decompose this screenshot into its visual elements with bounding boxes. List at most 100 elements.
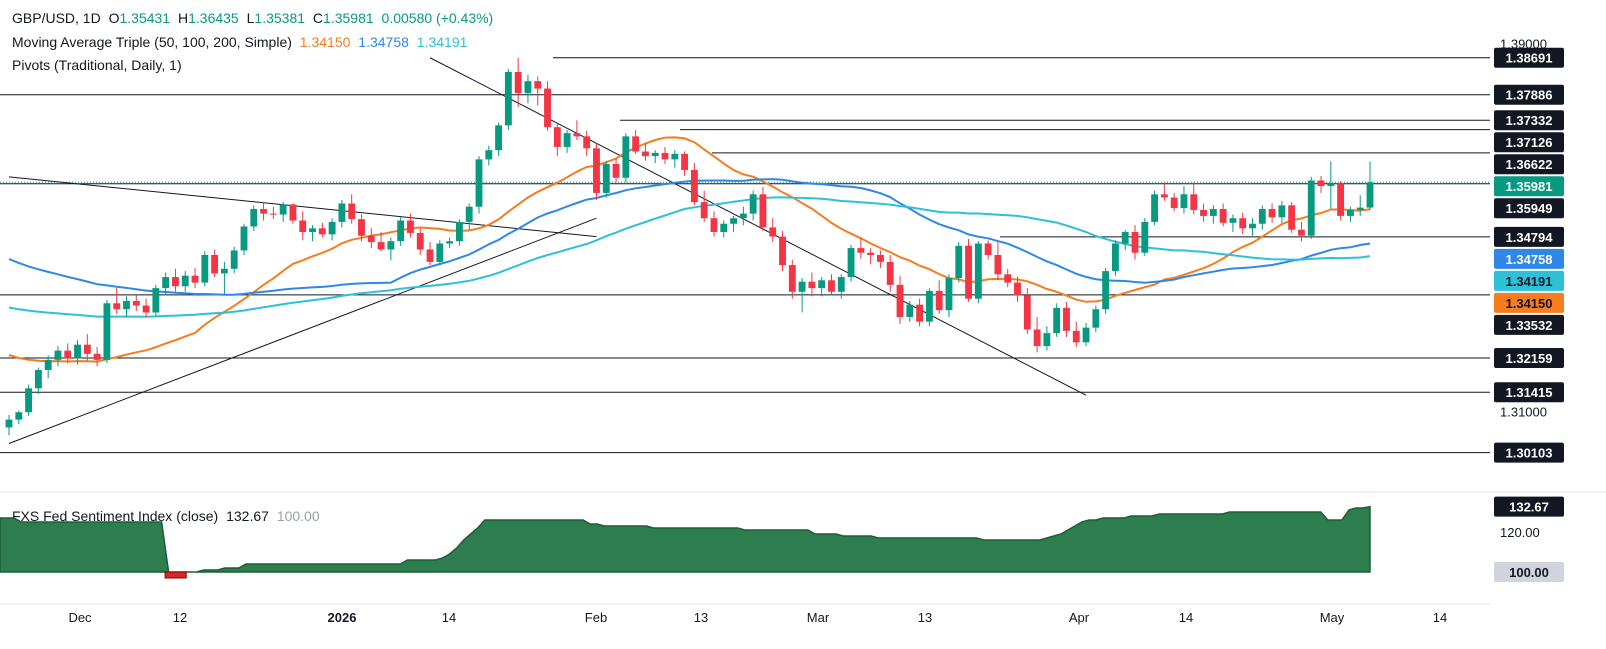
candle-body <box>416 232 424 250</box>
candle-body <box>1092 309 1100 328</box>
candle <box>446 237 454 249</box>
time-axis-tick: Apr <box>1069 610 1090 625</box>
time-axis-tick: Feb <box>585 610 607 625</box>
price-tag-box <box>1494 84 1564 105</box>
candle-body <box>769 227 777 237</box>
candle <box>994 242 1002 281</box>
price-tag: 1.37126 <box>1494 132 1564 153</box>
price-tag-label: 1.33532 <box>1506 318 1553 333</box>
candle <box>1219 203 1227 227</box>
candle-body <box>1200 209 1207 216</box>
candle <box>1200 203 1207 222</box>
candle <box>965 238 972 302</box>
candle-body <box>504 72 512 126</box>
candle-body <box>377 242 385 250</box>
price-tag: 1.33532 <box>1494 314 1564 335</box>
price-tag-box <box>1494 348 1564 369</box>
price-tag-box <box>1494 110 1564 131</box>
candle-body <box>622 136 630 178</box>
candle <box>54 346 62 367</box>
candle <box>828 274 835 296</box>
candle <box>387 237 395 261</box>
candle <box>1180 186 1188 214</box>
trend-line <box>8 176 597 238</box>
time-axis-tick: 14 <box>442 610 456 625</box>
price-tag: 1.37886 <box>1494 84 1564 105</box>
candle-body <box>779 236 786 266</box>
candle <box>779 231 786 272</box>
candle <box>524 74 532 104</box>
candle-body <box>132 300 140 306</box>
candle <box>152 284 160 316</box>
candle-body <box>1278 205 1286 218</box>
candle-body <box>1298 229 1305 236</box>
candle-body <box>181 275 189 287</box>
candle <box>123 296 130 318</box>
candle-body <box>788 265 796 292</box>
open-value: 1.35431 <box>119 10 171 26</box>
price-tag: 1.35949 <box>1494 198 1564 219</box>
open-label: O <box>108 10 120 26</box>
candle <box>211 249 219 278</box>
candle-body <box>739 213 747 219</box>
candle <box>651 150 659 164</box>
candle-body <box>328 221 336 235</box>
candle-body <box>671 153 679 160</box>
price-tag-label: 1.35949 <box>1506 201 1553 216</box>
candle-body <box>700 202 708 219</box>
candle <box>5 415 13 436</box>
high-value: 1.36435 <box>188 10 239 26</box>
candle <box>93 346 101 367</box>
candle <box>1141 218 1149 256</box>
candle <box>1356 195 1364 216</box>
candle-body <box>612 163 620 178</box>
price-tag: 1.38691 <box>1494 47 1564 68</box>
candle <box>710 211 718 237</box>
candle-body <box>338 203 346 222</box>
candle <box>113 288 121 314</box>
candle <box>671 150 679 168</box>
time-axis-tick: 14 <box>1433 610 1447 625</box>
candle-body <box>64 350 72 359</box>
candle-body <box>1366 182 1374 208</box>
time-axis-tick: 14 <box>1179 610 1193 625</box>
candle <box>15 410 23 425</box>
indicator-baseline: 100.00 <box>276 508 320 524</box>
candle-body <box>544 88 551 128</box>
price-tag: 1.34758 <box>1494 248 1564 269</box>
candle <box>808 272 816 297</box>
price-tag-label: 100.00 <box>1509 565 1549 580</box>
candle-body <box>1337 183 1345 216</box>
candle <box>798 277 806 313</box>
price-tag-label: 1.32159 <box>1506 351 1553 366</box>
candle <box>299 211 307 241</box>
time-axis-tick: 12 <box>173 610 187 625</box>
ma100-value: 1.34758 <box>358 34 409 50</box>
candle-body <box>1219 209 1227 223</box>
candle <box>563 129 571 153</box>
ma50-line <box>8 136 1371 363</box>
candle-body <box>896 284 904 318</box>
candle <box>1082 323 1090 347</box>
candle-body <box>74 344 81 359</box>
candle <box>318 222 326 238</box>
candle-body <box>142 305 150 313</box>
price-tag-label: 1.37126 <box>1506 135 1553 150</box>
candle <box>573 120 581 141</box>
candle <box>1004 268 1012 288</box>
candle <box>906 300 914 322</box>
candle-body <box>994 255 1002 275</box>
candle <box>935 280 943 314</box>
candle <box>1043 326 1051 351</box>
candle <box>1092 305 1100 333</box>
candle <box>358 214 365 242</box>
price-tag-box <box>1494 154 1564 175</box>
candle-body <box>730 218 737 224</box>
candle-body <box>1053 307 1061 334</box>
candle <box>1327 161 1335 210</box>
candle-body <box>113 303 121 310</box>
candle-body <box>955 245 963 278</box>
candle <box>749 190 757 221</box>
candle <box>465 203 473 230</box>
close-value: 1.35981 <box>323 10 374 26</box>
